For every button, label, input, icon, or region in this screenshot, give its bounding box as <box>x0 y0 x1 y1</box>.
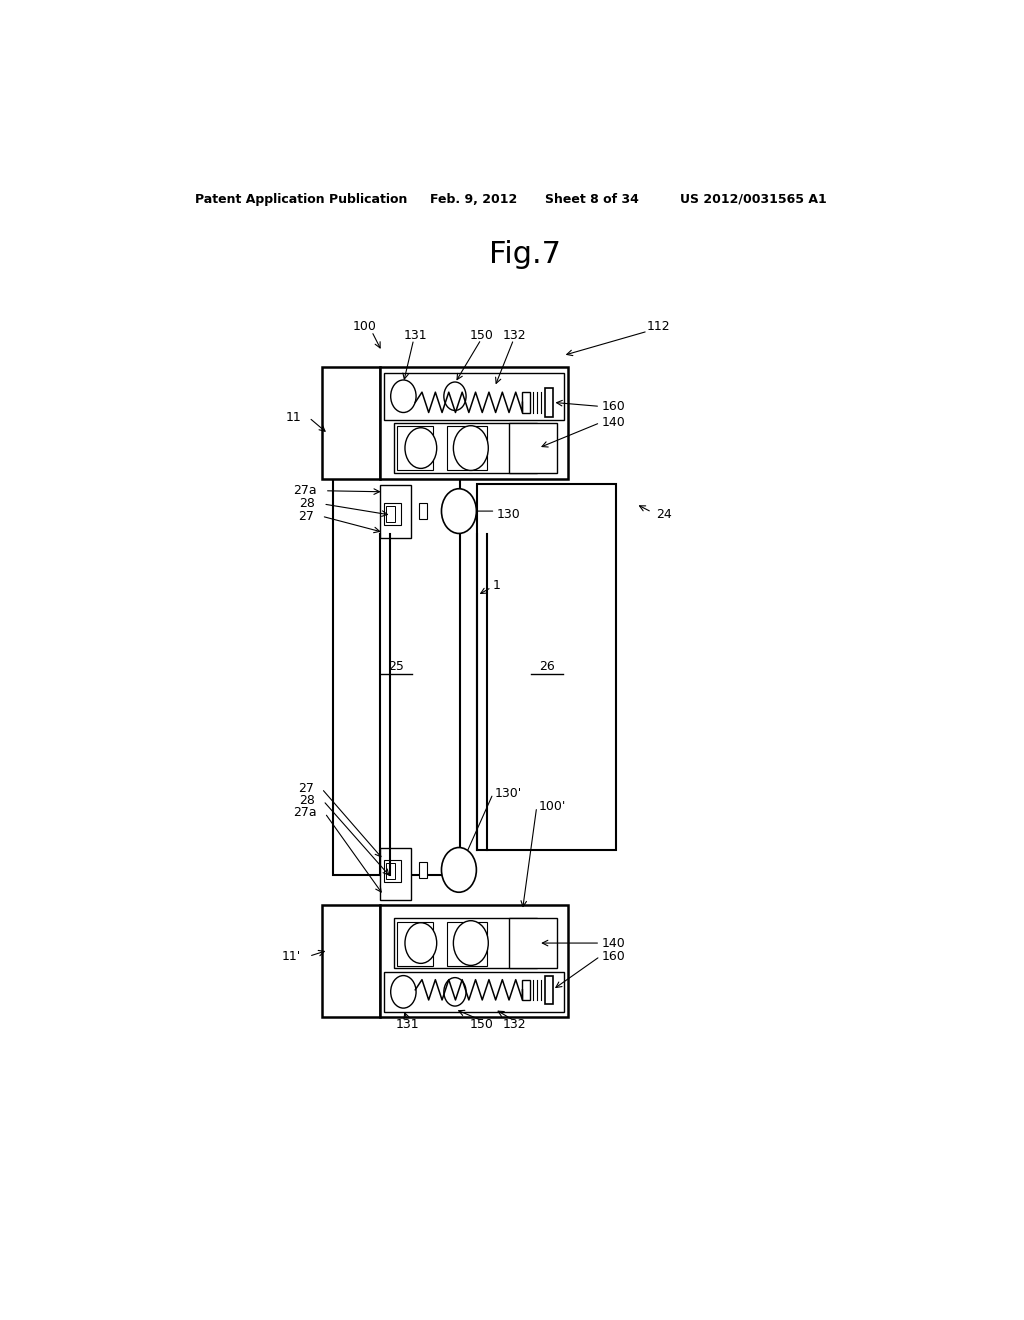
Bar <box>397 426 433 470</box>
Bar <box>419 503 427 519</box>
Text: 131: 131 <box>403 329 427 342</box>
Text: 28: 28 <box>299 498 315 511</box>
Text: 28: 28 <box>299 795 315 808</box>
Text: 100': 100' <box>539 800 565 813</box>
Bar <box>323 367 380 479</box>
Text: US 2012/0031565 A1: US 2012/0031565 A1 <box>680 193 826 206</box>
Text: 132: 132 <box>503 329 526 342</box>
Text: 27a: 27a <box>293 484 316 498</box>
Circle shape <box>404 428 436 469</box>
Bar <box>323 906 380 1018</box>
Text: 160: 160 <box>602 400 626 413</box>
Circle shape <box>454 921 488 965</box>
Bar <box>394 422 537 474</box>
Text: 25: 25 <box>388 660 404 673</box>
Text: 130': 130' <box>495 787 522 800</box>
Text: 131: 131 <box>395 1018 419 1031</box>
Bar <box>419 862 427 878</box>
Text: 112: 112 <box>646 319 670 333</box>
Bar <box>397 921 433 966</box>
Text: 150: 150 <box>469 329 494 342</box>
Bar <box>447 426 486 470</box>
Bar <box>380 484 412 537</box>
Text: 132: 132 <box>503 1018 526 1031</box>
Text: 160: 160 <box>602 950 626 962</box>
Bar <box>386 863 395 879</box>
Bar <box>384 503 401 525</box>
Circle shape <box>443 978 466 1006</box>
Bar <box>380 906 568 1018</box>
Bar <box>509 917 557 969</box>
Text: 24: 24 <box>655 508 672 520</box>
Circle shape <box>443 381 466 411</box>
Text: Fig.7: Fig.7 <box>488 240 561 269</box>
Bar <box>384 972 564 1012</box>
Bar <box>384 372 564 420</box>
Bar <box>333 479 460 875</box>
Bar <box>380 847 412 900</box>
Bar <box>522 979 530 1001</box>
Circle shape <box>391 975 416 1008</box>
Circle shape <box>441 847 476 892</box>
Text: 27: 27 <box>298 781 313 795</box>
Text: Sheet 8 of 34: Sheet 8 of 34 <box>545 193 639 206</box>
Text: 100: 100 <box>352 319 377 333</box>
Text: 27: 27 <box>298 510 313 523</box>
Text: 130: 130 <box>497 508 521 520</box>
Bar <box>509 422 557 474</box>
Circle shape <box>391 380 416 413</box>
Bar <box>477 483 616 850</box>
Text: 11: 11 <box>286 411 301 424</box>
Text: Feb. 9, 2012: Feb. 9, 2012 <box>430 193 517 206</box>
Text: 150: 150 <box>469 1018 494 1031</box>
Bar <box>447 921 486 966</box>
Bar <box>545 388 553 417</box>
Circle shape <box>441 488 476 533</box>
Bar <box>380 367 568 479</box>
Bar <box>545 975 553 1005</box>
Bar <box>386 506 395 523</box>
Text: 27a: 27a <box>293 807 316 820</box>
Bar <box>384 859 401 882</box>
Circle shape <box>404 923 436 964</box>
Bar <box>394 917 537 969</box>
Bar <box>522 392 530 412</box>
Text: 11': 11' <box>282 950 301 962</box>
Text: 140: 140 <box>602 416 626 429</box>
Circle shape <box>454 426 488 470</box>
Text: 26: 26 <box>540 660 555 673</box>
Text: Patent Application Publication: Patent Application Publication <box>196 193 408 206</box>
Text: 140: 140 <box>602 937 626 949</box>
Text: 1: 1 <box>494 578 501 591</box>
